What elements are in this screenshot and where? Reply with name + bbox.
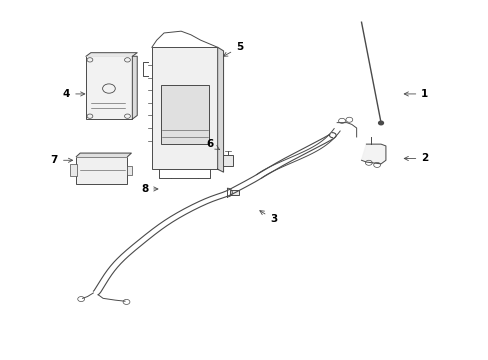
Text: 7: 7 <box>51 155 72 165</box>
Text: 1: 1 <box>404 89 427 99</box>
Polygon shape <box>86 53 137 56</box>
Text: 6: 6 <box>206 139 219 149</box>
Bar <box>160 85 208 144</box>
Bar <box>70 164 77 176</box>
Bar <box>127 166 132 175</box>
Polygon shape <box>132 56 137 119</box>
Bar <box>222 155 233 166</box>
Polygon shape <box>217 47 223 172</box>
Bar <box>229 190 238 195</box>
Text: 4: 4 <box>62 89 84 99</box>
Polygon shape <box>361 144 385 164</box>
Text: 3: 3 <box>259 211 277 224</box>
Text: 5: 5 <box>223 42 243 56</box>
Circle shape <box>378 121 383 125</box>
Text: 2: 2 <box>404 153 427 163</box>
Bar <box>86 56 132 119</box>
Text: 8: 8 <box>141 184 158 194</box>
Polygon shape <box>76 153 131 157</box>
Bar <box>76 157 127 184</box>
Bar <box>152 47 217 169</box>
